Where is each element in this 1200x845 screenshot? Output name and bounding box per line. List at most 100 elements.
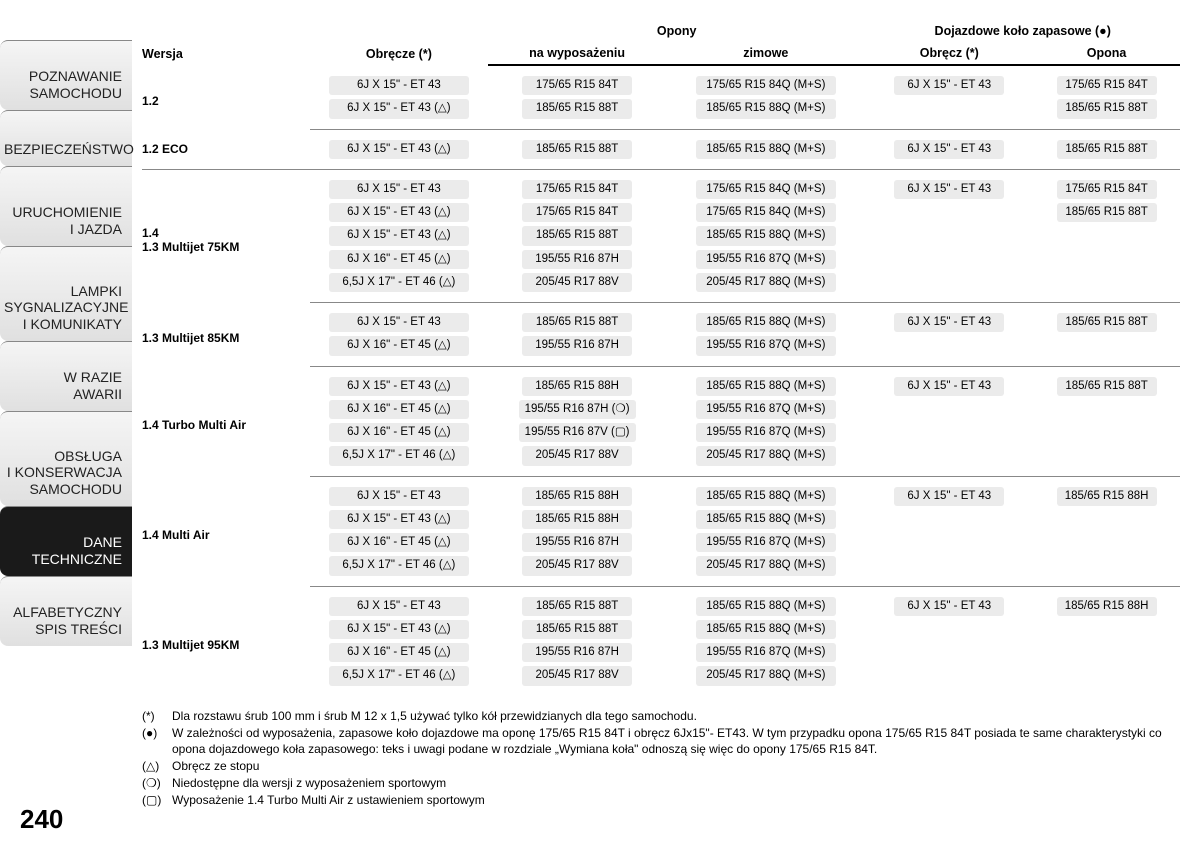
cell-value: 6J X 15" - ET 43 (△)	[329, 226, 469, 245]
cell-value: 195/55 R16 87H	[522, 250, 632, 269]
cell-value: 6J X 15" - ET 43	[329, 597, 469, 616]
cell-value: 205/45 R17 88V	[522, 666, 632, 685]
cell-value: 6J X 16" - ET 45 (△)	[329, 336, 469, 355]
version-cell: 1.4 Turbo Multi Air	[142, 366, 310, 476]
spare-tyre-cell: 185/65 R15 88T	[1033, 201, 1180, 224]
cell-value: 175/65 R15 84Q (M+S)	[696, 203, 836, 222]
cell-value: 185/65 R15 88T	[522, 226, 632, 245]
cell-value: 185/65 R15 88T	[1057, 99, 1157, 118]
spare-tyre-cell	[1033, 664, 1180, 695]
cell-value: 175/65 R15 84T	[1057, 76, 1157, 95]
tyre-std-cell: 205/45 R17 88V	[488, 271, 666, 303]
sidebar-tab[interactable]: POZNAWANIESAMOCHODU	[0, 40, 132, 110]
cell-value: 6J X 16" - ET 45 (△)	[329, 250, 469, 269]
cell-value: 6J X 15" - ET 43	[329, 180, 469, 199]
tyre-std-cell: 205/45 R17 88V	[488, 444, 666, 476]
tyre-winter-cell: 195/55 R16 87Q (M+S)	[666, 421, 865, 444]
spare-rim-cell	[865, 618, 1033, 641]
tyre-std-cell: 185/65 R15 88T	[488, 224, 666, 247]
rim-cell: 6J X 16" - ET 45 (△)	[310, 641, 488, 664]
tyre-winter-cell: 185/65 R15 88Q (M+S)	[666, 618, 865, 641]
cell-value: 185/65 R15 88H	[1057, 487, 1157, 506]
spare-rim-cell	[865, 97, 1033, 129]
spare-rim-cell: 6J X 15" - ET 43	[865, 476, 1033, 508]
tyre-std-cell: 185/65 R15 88T	[488, 586, 666, 618]
sidebar-tab-line: ALFABETYCZNY	[4, 604, 122, 621]
sidebar-tab-line: BEZPIECZEŃSTWO	[4, 141, 122, 158]
spare-rim-cell	[865, 334, 1033, 366]
sidebar-nav: POZNAWANIESAMOCHODU BEZPIECZEŃSTWO URUCHOM…	[0, 0, 132, 845]
table-header: Wersja Obręcze (*) Opony Dojazdowe koło …	[142, 20, 1180, 65]
spare-tyre-cell: 185/65 R15 88H	[1033, 476, 1180, 508]
sidebar-tab-line: W RAZIE	[4, 369, 122, 386]
sidebar-tab-line: SAMOCHODU	[4, 481, 122, 498]
sidebar-tab-line: SYGNALIZACYJNE	[4, 299, 122, 316]
footnote: (*)Dla rozstawu śrub 100 mm i śrub M 12 …	[142, 708, 1180, 724]
cell-value: 185/65 R15 88Q (M+S)	[696, 313, 836, 332]
cell-value: 185/65 R15 88T	[522, 140, 632, 159]
spare-tyre-cell	[1033, 224, 1180, 247]
footnote-symbol: (❍)	[142, 775, 172, 791]
cell-value: 185/65 R15 88Q (M+S)	[696, 99, 836, 118]
tyre-std-cell: 205/45 R17 88V	[488, 554, 666, 586]
spare-rim-cell	[865, 508, 1033, 531]
rim-cell: 6J X 15" - ET 43	[310, 476, 488, 508]
cell-value: 6J X 15" - ET 43	[894, 313, 1004, 332]
cell-value: 175/65 R15 84T	[522, 76, 632, 95]
cell-value: 6J X 15" - ET 43	[329, 487, 469, 506]
cell-value: 6J X 16" - ET 45 (△)	[329, 400, 469, 419]
spare-rim-cell: 6J X 15" - ET 43	[865, 366, 1033, 398]
cell-value: 6,5J X 17" - ET 46 (△)	[329, 556, 469, 575]
version-cell: 1.3 Multijet 95KM	[142, 586, 310, 696]
cell-value: 175/65 R15 84T	[522, 180, 632, 199]
cell-value: 185/65 R15 88Q (M+S)	[696, 620, 836, 639]
tyre-winter-cell: 185/65 R15 88Q (M+S)	[666, 303, 865, 335]
cell-value: 175/65 R15 84T	[522, 203, 632, 222]
cell-value: 185/65 R15 88T	[1057, 203, 1157, 222]
cell-value: 205/45 R17 88Q (M+S)	[696, 446, 836, 465]
cell-value: 6J X 15" - ET 43	[329, 76, 469, 95]
tyre-std-cell: 175/65 R15 84T	[488, 201, 666, 224]
cell-value: 6J X 15" - ET 43 (△)	[329, 620, 469, 639]
tyre-std-cell: 195/55 R16 87H (❍)	[488, 398, 666, 421]
spare-rim-cell: 6J X 15" - ET 43	[865, 303, 1033, 335]
spare-tyre-cell	[1033, 508, 1180, 531]
sidebar-tab[interactable]: OBSŁUGAI KONSERWACJASAMOCHODU	[0, 411, 132, 506]
page-container: POZNAWANIESAMOCHODU BEZPIECZEŃSTWO URUCHOM…	[0, 0, 1200, 845]
spare-rim-cell	[865, 554, 1033, 586]
spare-tyre-cell	[1033, 271, 1180, 303]
spare-tyre-cell	[1033, 398, 1180, 421]
sidebar-tab[interactable]: W RAZIEAWARII	[0, 341, 132, 411]
tyre-std-cell: 195/55 R16 87H	[488, 334, 666, 366]
wheels-table: Wersja Obręcze (*) Opony Dojazdowe koło …	[142, 20, 1180, 696]
tyre-std-cell: 185/65 R15 88T	[488, 303, 666, 335]
sidebar-tab[interactable]: URUCHOMIENIEI JAZDA	[0, 166, 132, 246]
cell-value: 6J X 15" - ET 43	[894, 487, 1004, 506]
sidebar-tab-line: SPIS TREŚCI	[4, 621, 122, 638]
tyre-std-cell: 175/65 R15 84T	[488, 65, 666, 97]
sidebar-tab[interactable]: LAMPKISYGNALIZACYJNEI KOMUNIKATY	[0, 246, 132, 341]
cell-value: 195/55 R16 87Q (M+S)	[696, 533, 836, 552]
cell-value: 6J X 15" - ET 43	[894, 76, 1004, 95]
footnote: (△)Obręcz ze stopu	[142, 758, 1180, 774]
tyre-winter-cell: 185/65 R15 88Q (M+S)	[666, 97, 865, 129]
sidebar-tab[interactable]: BEZPIECZEŃSTWO	[0, 110, 132, 166]
footnote: (❍)Niedostępne dla wersji z wyposażeniem…	[142, 775, 1180, 791]
cell-value: 195/55 R16 87Q (M+S)	[696, 643, 836, 662]
spare-tyre-cell	[1033, 248, 1180, 271]
cell-value: 195/55 R16 87H	[522, 643, 632, 662]
spare-rim-cell	[865, 224, 1033, 247]
spare-tyre-cell: 185/65 R15 88T	[1033, 129, 1180, 169]
cell-value: 195/55 R16 87V (▢)	[519, 423, 636, 442]
sidebar-tab[interactable]: ALFABETYCZNYSPIS TREŚCI	[0, 576, 132, 646]
cell-value: 185/65 R15 88Q (M+S)	[696, 487, 836, 506]
tyre-winter-cell: 205/45 R17 88Q (M+S)	[666, 271, 865, 303]
tyre-std-cell: 195/55 R16 87V (▢)	[488, 421, 666, 444]
spare-rim-cell: 6J X 15" - ET 43	[865, 169, 1033, 201]
tyre-std-cell: 185/65 R15 88H	[488, 366, 666, 398]
cell-value: 6J X 15" - ET 43	[894, 180, 1004, 199]
rim-cell: 6J X 16" - ET 45 (△)	[310, 334, 488, 366]
cell-value: 205/45 R17 88V	[522, 556, 632, 575]
sidebar-tab[interactable]: DANETECHNICZNE	[0, 506, 132, 576]
spare-rim-cell: 6J X 15" - ET 43	[865, 65, 1033, 97]
